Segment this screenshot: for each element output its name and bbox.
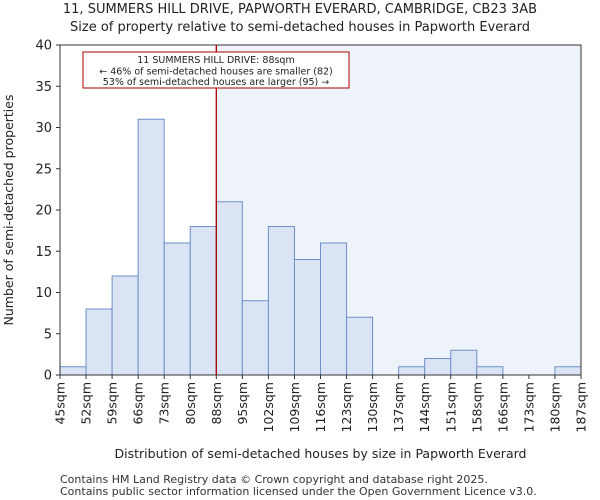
footer-copyright: Contains HM Land Registry data © Crown c… <box>60 473 488 486</box>
y-tick-label: 30 <box>35 121 52 136</box>
annotation-line-1: 11 SUMMERS HILL DRIVE: 88sqm <box>137 55 294 66</box>
x-tick-label-123sqm: 123sqm <box>339 382 354 432</box>
y-tick-label: 20 <box>35 204 52 219</box>
histogram-chart: 0 5 10 15 20 25 30 35 40 45sqm 52sqm 59sqm 66sqm 73s… <box>1 39 589 462</box>
bar-95sqm <box>241 300 269 376</box>
x-tick-label-166sqm: 166sqm <box>495 382 510 432</box>
bar-144sqm <box>424 358 452 376</box>
x-tick-label-151sqm: 151sqm <box>443 382 458 432</box>
annotation-box: 11 SUMMERS HILL DRIVE: 88sqm ← 46% of se… <box>82 51 350 89</box>
bar-158sqm <box>476 366 504 376</box>
chart-subtitle: Size of property relative to semi-detach… <box>70 20 530 35</box>
bar-151sqm <box>450 349 478 376</box>
x-tick-label-187sqm: 187sqm <box>574 382 589 432</box>
y-tick-label: 0 <box>44 369 52 384</box>
x-tick-label-95sqm: 95sqm <box>235 382 250 425</box>
y-tick-label: 15 <box>35 245 52 260</box>
bar-180sqm <box>554 366 582 376</box>
bar-45sqm <box>59 366 87 376</box>
x-tick-label-180sqm: 180sqm <box>547 382 562 432</box>
y-tick-label: 35 <box>35 80 52 95</box>
y-tick-label: 5 <box>44 327 52 342</box>
x-tick-label-144sqm: 144sqm <box>417 382 432 432</box>
x-axis-label: Distribution of semi-detached houses by … <box>115 446 527 461</box>
x-tick-label-66sqm: 66sqm <box>131 382 146 425</box>
annotation-line-3: 53% of semi-detached houses are larger (… <box>103 77 330 88</box>
chart-title: 11, SUMMERS HILL DRIVE, PAPWORTH EVERARD… <box>62 2 538 17</box>
x-tick-label-59sqm: 59sqm <box>105 382 120 425</box>
x-tick-label-137sqm: 137sqm <box>391 382 406 432</box>
x-tick-label-158sqm: 158sqm <box>469 382 484 432</box>
y-tick-label: 25 <box>35 162 52 177</box>
annotation-line-2: ← 46% of semi-detached houses are smalle… <box>99 67 333 78</box>
x-tick-label-52sqm: 52sqm <box>79 382 94 425</box>
bar-123sqm <box>346 316 374 376</box>
bar-102sqm <box>267 226 295 376</box>
bar-59sqm <box>111 275 139 376</box>
x-tick-label-102sqm: 102sqm <box>261 382 276 432</box>
x-tick-label-109sqm: 109sqm <box>287 382 302 432</box>
x-tick-label-73sqm: 73sqm <box>157 382 172 425</box>
bar-116sqm <box>320 242 348 376</box>
y-tick-label: 40 <box>35 39 52 54</box>
y-axis-label: Number of semi-detached properties <box>1 95 16 326</box>
bar-66sqm <box>137 118 165 376</box>
bar-88sqm <box>215 201 243 376</box>
bar-109sqm <box>293 259 322 376</box>
y-tick-label: 10 <box>35 286 52 301</box>
bar-80sqm <box>189 226 217 376</box>
x-tick-label-80sqm: 80sqm <box>183 382 198 425</box>
bar-137sqm <box>398 366 426 376</box>
x-tick-label-88sqm: 88sqm <box>209 382 224 425</box>
bar-52sqm <box>85 308 113 376</box>
x-tick-label-173sqm: 173sqm <box>521 382 536 432</box>
x-tick-label-130sqm: 130sqm <box>365 382 380 432</box>
annotation-border <box>82 51 350 89</box>
bar-73sqm <box>163 242 191 376</box>
x-tick-label-116sqm: 116sqm <box>313 382 328 432</box>
x-tick-label-45sqm: 45sqm <box>53 382 68 425</box>
footer-licence: Contains public sector information licen… <box>60 485 537 498</box>
